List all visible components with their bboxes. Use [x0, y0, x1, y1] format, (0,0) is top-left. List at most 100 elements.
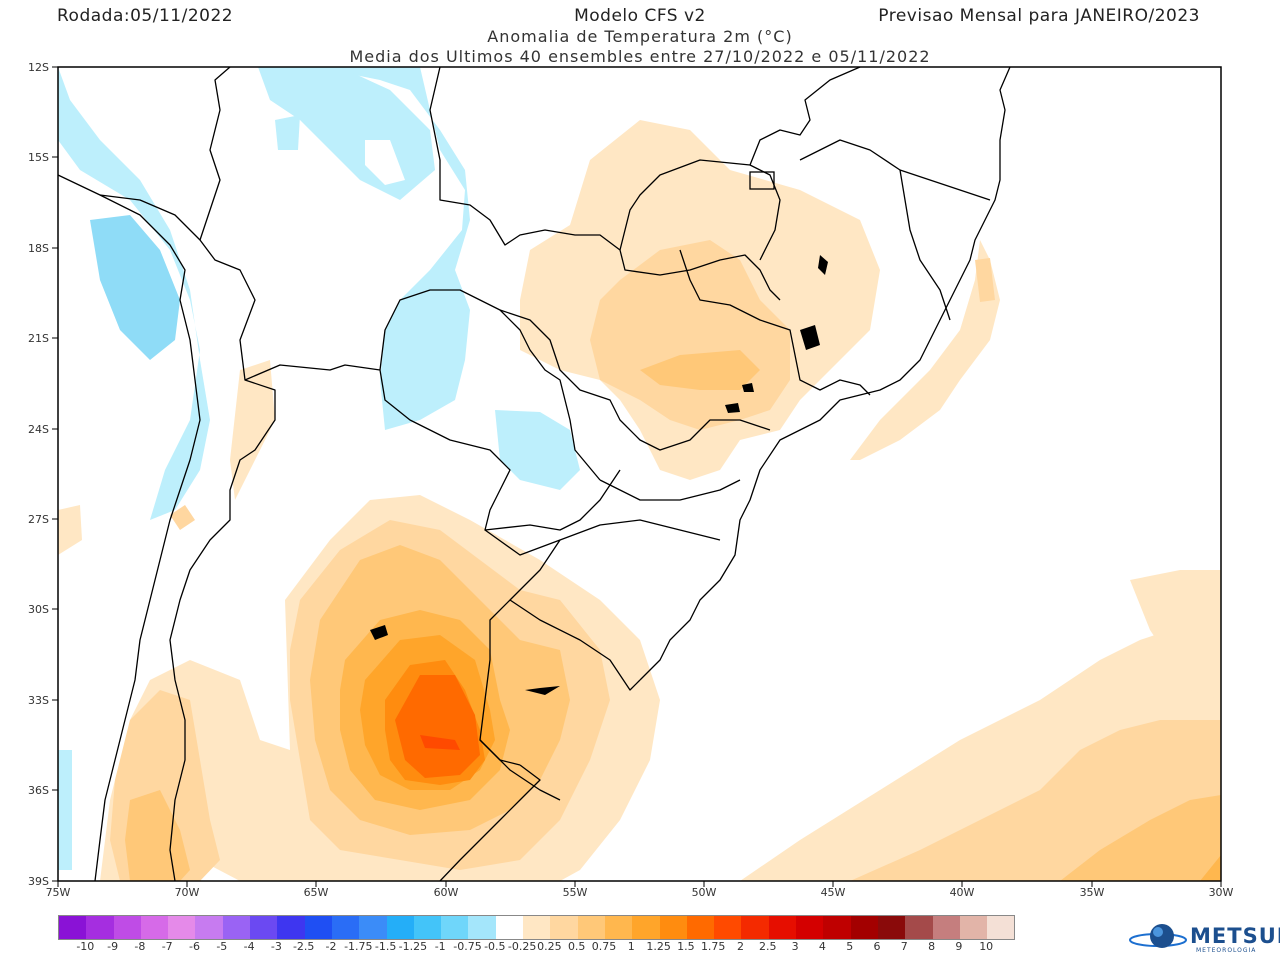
color-scale-label: -10 — [76, 940, 95, 953]
color-scale-cell — [959, 916, 988, 939]
color-scale-cell — [877, 916, 906, 939]
color-scale-label: 1.5 — [677, 940, 695, 953]
color-scale-bar — [58, 915, 1016, 940]
color-scale-cell — [577, 916, 605, 939]
color-scale-cell — [195, 916, 223, 939]
color-scale-label: 5 — [846, 940, 854, 953]
color-scale-label: -1.5 — [374, 940, 397, 953]
color-scale-label: 2.5 — [759, 940, 777, 953]
axis-ticks — [52, 66, 1222, 887]
lat-tick: 27S — [28, 513, 49, 526]
color-scale-label: 6 — [873, 940, 881, 953]
color-scale-label: -0.75 — [453, 940, 482, 953]
color-scale-cell — [86, 916, 114, 939]
color-scale-cell — [850, 916, 878, 939]
metsul-tagline: METEOROLOGIA — [1196, 947, 1257, 954]
color-scale-cell — [140, 916, 169, 939]
lakes — [370, 255, 828, 695]
color-scale-label: -1 — [434, 940, 446, 953]
color-scale-cell — [386, 916, 414, 939]
federal-district-box — [749, 171, 775, 190]
color-scale-label: 9 — [955, 940, 963, 953]
lon-tick: 50W — [691, 886, 717, 899]
color-scale-label: 7 — [900, 940, 908, 953]
lon-tick: 35W — [1079, 886, 1105, 899]
color-scale-label: 1.25 — [646, 940, 671, 953]
color-scale-cell — [550, 916, 578, 939]
color-scale-label: -2 — [325, 940, 337, 953]
color-scale-label: -5 — [216, 940, 228, 953]
color-scale-cell — [741, 916, 769, 939]
color-scale-label: 8 — [928, 940, 936, 953]
color-scale-label: 1 — [627, 940, 635, 953]
color-scale-label: -0.25 — [507, 940, 537, 953]
color-scale-cell — [59, 916, 87, 939]
metsul-logo: METSUL — [1190, 924, 1280, 948]
color-scale-cell — [604, 916, 633, 939]
lat-tick: 33S — [28, 694, 49, 707]
lon-tick: 70W — [174, 886, 200, 899]
color-scale-cell — [768, 916, 797, 939]
lon-tick: 75W — [45, 886, 71, 899]
color-scale-cell — [987, 916, 1015, 939]
run-date-label: Rodada:05/11/2022 — [57, 6, 234, 26]
color-scale-cell — [441, 916, 469, 939]
lat-tick: 39S — [28, 875, 49, 888]
color-scale-label: 0.25 — [537, 940, 562, 953]
warm-anomaly-areas — [58, 120, 1221, 881]
metsul-globe-icon — [1129, 924, 1187, 948]
color-scale-cell — [113, 916, 141, 939]
color-scale-label: -9 — [107, 940, 119, 953]
color-scale-cell — [905, 916, 933, 939]
color-scale-label: -6 — [189, 940, 200, 953]
map-subtitle: Anomalia de Temperatura 2m (°C) — [487, 27, 793, 46]
color-scale-cell — [413, 916, 442, 939]
lat-tick: 12S — [28, 61, 49, 74]
color-scale-label: -7 — [161, 940, 173, 953]
lon-tick: 60W — [433, 886, 459, 899]
color-scale-cell — [250, 916, 278, 939]
color-scale-cell — [168, 916, 196, 939]
color-scale-cell — [686, 916, 715, 939]
color-scale-label: -3 — [270, 940, 282, 953]
lat-tick: 24S — [28, 423, 49, 436]
model-title: Modelo CFS v2 — [574, 6, 706, 26]
color-scale-cell — [714, 916, 742, 939]
lon-tick: 30W — [1208, 886, 1234, 899]
lon-tick: 55W — [562, 886, 588, 899]
color-scale-label: 10 — [979, 940, 994, 953]
color-scale-cell — [359, 916, 387, 939]
color-scale-cell — [659, 916, 687, 939]
lat-tick: 30S — [28, 603, 49, 616]
forecast-title: Previsao Mensal para JANEIRO/2023 — [878, 6, 1200, 26]
color-scale-label: 0.75 — [591, 940, 617, 953]
ensemble-subtitle: Media dos Ultimos 40 ensembles entre 27/… — [349, 47, 931, 66]
color-scale-cell — [932, 916, 960, 939]
country-borders — [58, 67, 1011, 881]
color-scale-label: 1.75 — [700, 940, 726, 953]
lat-tick: 15S — [28, 151, 49, 164]
color-scale-label: -1.25 — [398, 940, 428, 953]
color-scale-label: -8 — [134, 940, 146, 953]
color-scale-cell — [632, 916, 660, 939]
lat-tick: 18S — [28, 242, 49, 255]
color-scale-cell — [523, 916, 551, 939]
color-scale-label: 4 — [818, 940, 826, 953]
lon-tick: 40W — [949, 886, 975, 899]
color-scale-label: -1.75 — [344, 940, 373, 953]
color-scale-cell — [796, 916, 824, 939]
color-scale-cell — [277, 916, 305, 939]
color-scale-label: -2.5 — [292, 940, 315, 953]
color-scale-label: 0.5 — [567, 940, 586, 953]
color-scale-cell — [331, 916, 360, 939]
color-scale-cell — [304, 916, 332, 939]
color-scale-label: 3 — [791, 940, 799, 953]
lon-tick: 65W — [303, 886, 329, 899]
color-scale-cell — [222, 916, 251, 939]
color-scale-cell — [468, 916, 496, 939]
color-scale-cell — [823, 916, 851, 939]
color-scale-label: -4 — [243, 940, 255, 953]
color-scale-label: -0.5 — [484, 940, 506, 953]
lat-tick: 36S — [28, 784, 49, 797]
